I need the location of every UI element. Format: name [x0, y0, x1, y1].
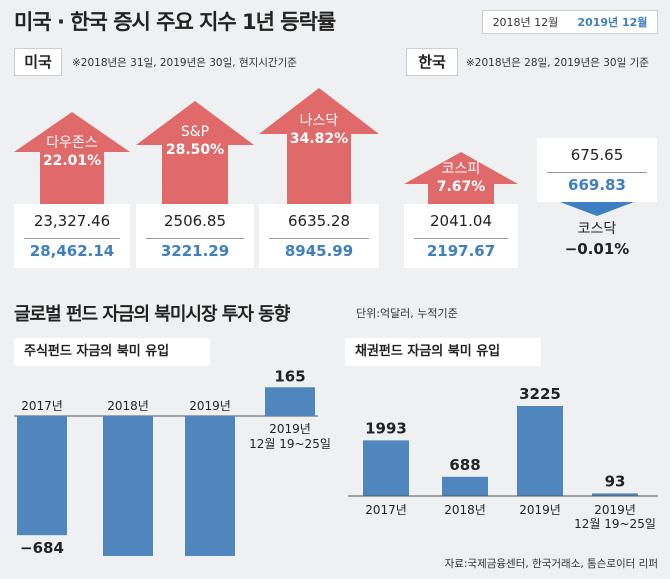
kosdaq-pct: −0.01% — [564, 240, 630, 258]
kosdaq-name: 코스닥 — [577, 221, 617, 237]
dow-name: 다우존스 — [46, 135, 98, 151]
nasdaq-divider — [269, 238, 369, 239]
bond-value-label: 1993 — [365, 419, 407, 437]
sp-arrow: S&P 28.50% — [136, 101, 254, 204]
equity-bar — [17, 416, 67, 536]
kospi-arrow: 코스피 7.67% — [404, 152, 518, 204]
bond-category-label: 2017년 — [365, 503, 407, 517]
us-note: ※2018년은 31일, 2019년은 30일, 현지시간기준 — [72, 57, 297, 69]
bond-category-label: 12월 19~25일 — [574, 517, 656, 531]
kospi-2018: 2041.04 — [429, 212, 493, 230]
dow-values: 23,327.46 28,462.14 — [14, 204, 130, 268]
sp-2018: 2506.85 — [163, 212, 227, 230]
sp-divider — [146, 238, 244, 239]
sp-values: 2506.85 3221.29 — [136, 204, 254, 268]
bond-value-label: 93 — [605, 472, 626, 490]
sp-name: S&P — [180, 124, 210, 140]
bond-category-label: 2018년 — [444, 503, 486, 517]
us-tag: 미국 — [14, 48, 62, 76]
legend-2018: 2018년 12월 — [492, 16, 559, 29]
bond-bar — [442, 476, 488, 496]
equity-value-label: 165 — [274, 367, 305, 385]
bond-value-label: 688 — [449, 456, 480, 474]
equity-chart-title: 주식펀드 자금의 북미 유입 — [14, 338, 210, 366]
equity-bar — [185, 416, 235, 556]
equity-value-label: −684 — [20, 539, 64, 556]
unit-note: 단위:억달러, 누적기준 — [356, 307, 458, 320]
bond-bar — [517, 406, 563, 496]
kospi-divider — [414, 238, 508, 239]
legend-2019: 2019년 12월 — [577, 16, 648, 29]
bond-bar — [363, 440, 409, 496]
equity-bar — [265, 387, 315, 416]
dow-arrow: 다우존스 22.01% — [14, 112, 130, 204]
bond-chart-title: 채권펀드 자금의 북미 유입 — [345, 338, 541, 366]
bond-value-label: 3225 — [519, 385, 561, 403]
nasdaq-pct: 34.82% — [289, 131, 349, 147]
kospi-2019: 2197.67 — [426, 242, 496, 260]
dow-divider — [24, 238, 120, 239]
equity-category-label: 2017년 — [21, 399, 63, 413]
kr-tag: 한국 — [406, 48, 458, 76]
kospi-values: 2041.04 2197.67 — [404, 204, 518, 268]
source-note: 자료:국제금융센터, 한국거래소, 톰슨로이터 리퍼 — [444, 558, 658, 570]
bond-bar — [592, 493, 638, 496]
nasdaq-values: 6635.28 8945.99 — [259, 204, 379, 268]
equity-bar — [103, 416, 153, 556]
nasdaq-arrow: 나스닥 34.82% — [259, 88, 379, 204]
dow-2019: 28,462.14 — [29, 242, 115, 260]
nasdaq-2018: 6635.28 — [287, 212, 351, 230]
equity-category-label: 2019년 — [189, 399, 231, 413]
equity-category-label: 2019년 — [269, 422, 311, 436]
kosdaq-divider — [547, 172, 647, 173]
sp-pct: 28.50% — [165, 142, 225, 158]
kosdaq-values: 675.65 669.83 — [537, 138, 657, 202]
dow-pct: 22.01% — [42, 153, 102, 169]
dow-2018: 23,327.46 — [33, 212, 111, 230]
kosdaq-2018: 675.65 — [570, 146, 624, 164]
nasdaq-name: 나스닥 — [299, 113, 339, 129]
page-title: 미국 · 한국 증시 주요 지수 1년 등락률 — [14, 10, 336, 34]
kospi-name: 코스피 — [441, 161, 481, 177]
sp-2019: 3221.29 — [160, 242, 230, 260]
kr-note: ※2018년은 28일, 2019년은 30일 기준 — [466, 57, 649, 69]
flow-title: 글로벌 펀드 자금의 북미시장 투자 동향 — [14, 304, 290, 325]
kosdaq-2019: 669.83 — [568, 176, 626, 194]
legend: 2018년 12월 2019년 12월 — [482, 10, 658, 34]
bond-category-label: 2019년 — [519, 503, 561, 517]
nasdaq-2019: 8945.99 — [284, 242, 354, 260]
kospi-pct: 7.67% — [436, 179, 486, 195]
kosdaq-down-arrow — [560, 202, 634, 226]
bond-category-label: 2019년 — [594, 503, 636, 517]
equity-category-label: 2018년 — [107, 399, 149, 413]
equity-category-label: 12월 19~25일 — [249, 437, 331, 451]
